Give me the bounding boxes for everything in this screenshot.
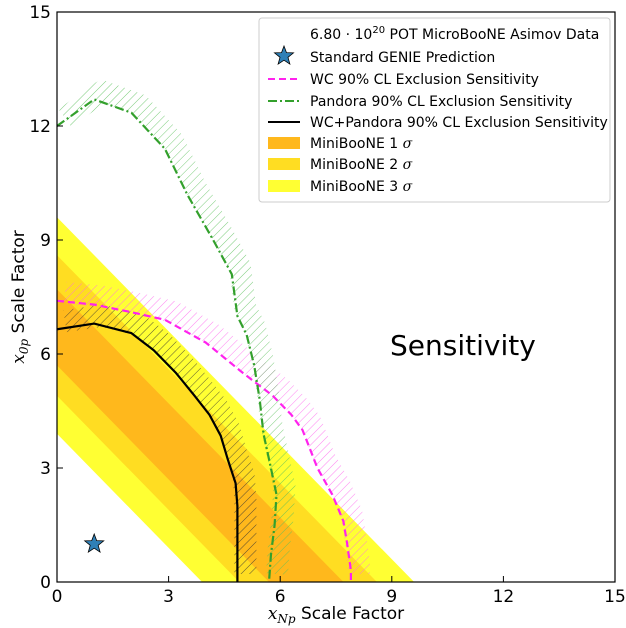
x-tick-label: 6 — [275, 587, 286, 607]
sensitivity-annotation: Sensitivity — [390, 329, 536, 362]
x-tick-label: 15 — [604, 587, 626, 607]
legend-entry-wc: WC 90% CL Exclusion Sensitivity — [310, 72, 539, 88]
y-tick-label: 0 — [40, 573, 51, 593]
y-tick-label: 15 — [29, 3, 51, 23]
y-tick-label: 6 — [40, 345, 51, 365]
legend-entry-mb1: MiniBooNE 1 σ — [310, 136, 413, 152]
x-tick-label: 9 — [386, 587, 397, 607]
y-axis-label: x0p Scale Factor — [9, 230, 31, 364]
y-tick-label: 12 — [29, 117, 51, 137]
legend-entry-data: 6.80 · 1020 POT MicroBooNE Asimov Data — [310, 25, 599, 43]
x-tick-label: 12 — [493, 587, 515, 607]
plot-frame — [56, 11, 616, 583]
legend-swatch-mb2 — [268, 158, 300, 170]
miniboone-band-2sigma — [57, 255, 377, 582]
legend-entry-genie: Standard GENIE Prediction — [310, 50, 495, 66]
combined-hatch — [63, 304, 257, 574]
x-tick-label: 0 — [52, 587, 63, 607]
wc-hatch — [63, 281, 370, 574]
miniboone-band-1sigma — [57, 289, 344, 582]
y-tick-label: 9 — [40, 231, 51, 251]
legend-star-icon — [273, 44, 295, 66]
combined-contour-line — [57, 322, 239, 582]
pandora-hatch — [58, 80, 296, 575]
legend-swatch-mb1 — [268, 137, 300, 149]
x-tick-label: 3 — [163, 587, 174, 607]
legend-swatch-mb3 — [268, 180, 300, 192]
legend-entry-mb2: MiniBooNE 2 σ — [310, 157, 413, 173]
legend-entry-pandora: Pandora 90% CL Exclusion Sensitivity — [310, 94, 572, 110]
y-tick-label: 3 — [40, 459, 51, 479]
legend-box — [258, 17, 611, 203]
pandora-contour-line — [57, 98, 278, 582]
genie-prediction-star — [83, 532, 105, 554]
legend: 6.80 · 1020 POT MicroBooNE Asimov Data S… — [258, 17, 611, 203]
wc-contour-line — [57, 299, 352, 582]
x-axis-label: xNp Scale Factor — [268, 604, 404, 626]
legend-entry-mb3: MiniBooNE 3 σ — [310, 179, 413, 195]
legend-entry-combined: WC+Pandora 90% CL Exclusion Sensitivity — [310, 115, 608, 131]
